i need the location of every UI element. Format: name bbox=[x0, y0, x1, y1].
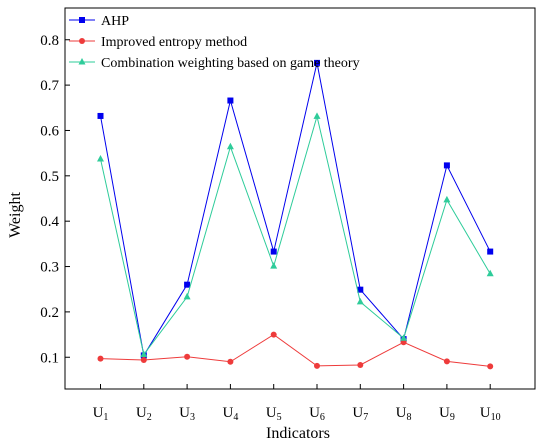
series-combination-weighting-based-on-game-theory bbox=[97, 112, 494, 358]
data-point bbox=[184, 281, 191, 288]
data-point bbox=[270, 248, 277, 255]
legend-item: Improved entropy method bbox=[69, 35, 247, 50]
x-axis: U1 U2 U3 U4 U5 U6 U7 U8 U9 U10 bbox=[93, 384, 501, 423]
x-tick-label: U3 bbox=[179, 405, 195, 423]
series-line bbox=[100, 333, 491, 367]
data-point bbox=[270, 331, 277, 338]
series-layer bbox=[97, 59, 494, 370]
legend-label: Improved entropy method bbox=[101, 35, 247, 50]
data-point bbox=[270, 262, 278, 269]
legend-swatch-marker bbox=[79, 17, 85, 23]
data-point bbox=[97, 155, 104, 162]
legend-label: AHP bbox=[101, 14, 129, 29]
data-point bbox=[486, 269, 494, 277]
y-tick-label: 0.8 bbox=[40, 33, 59, 49]
data-point bbox=[487, 363, 494, 370]
y-tick-label: 0.5 bbox=[40, 169, 59, 185]
data-point bbox=[97, 355, 104, 362]
series-improved-entropy-method bbox=[97, 331, 494, 370]
y-tick-label: 0.2 bbox=[40, 305, 59, 321]
y-axis-title: Weight bbox=[7, 192, 24, 238]
plot-frame bbox=[64, 7, 536, 390]
data-point bbox=[356, 297, 364, 305]
x-axis-title: Indicators bbox=[266, 425, 330, 442]
data-point bbox=[400, 334, 408, 341]
y-axis: 0.1 0.2 0.3 0.4 0.5 0.6 0.7 0.8 bbox=[40, 33, 70, 366]
legend-label: Combination weighting based on game theo… bbox=[101, 56, 360, 71]
data-point bbox=[357, 361, 364, 368]
data-point bbox=[314, 362, 320, 369]
data-point bbox=[443, 358, 450, 365]
legend: AHP Improved entropy method Combination we… bbox=[69, 14, 360, 71]
y-tick-label: 0.3 bbox=[40, 260, 59, 276]
series-line bbox=[100, 62, 491, 357]
x-tick-label: U8 bbox=[396, 405, 412, 423]
series-ahp bbox=[97, 59, 494, 359]
data-point bbox=[140, 356, 147, 363]
data-point bbox=[227, 358, 234, 365]
x-tick-label: U4 bbox=[222, 405, 238, 423]
x-tick-label: U9 bbox=[439, 405, 455, 423]
data-point bbox=[184, 353, 191, 360]
data-point bbox=[226, 142, 234, 150]
data-point bbox=[183, 292, 191, 300]
x-tick-label: U6 bbox=[309, 405, 325, 423]
series-line bbox=[100, 114, 491, 356]
y-tick-label: 0.1 bbox=[40, 350, 59, 366]
data-point bbox=[140, 350, 148, 358]
legend-item: Combination weighting based on game theo… bbox=[69, 56, 360, 71]
data-point bbox=[313, 112, 321, 119]
y-tick-label: 0.4 bbox=[40, 214, 59, 230]
x-tick-label: U10 bbox=[480, 405, 501, 423]
data-point bbox=[443, 162, 450, 169]
x-tick-label: U5 bbox=[266, 405, 282, 423]
data-point bbox=[227, 97, 234, 104]
x-tick-label: U2 bbox=[136, 405, 152, 423]
data-point bbox=[400, 339, 407, 346]
data-point bbox=[97, 112, 104, 119]
legend-swatch-marker bbox=[79, 38, 85, 44]
data-point bbox=[314, 59, 320, 66]
x-tick-label: U7 bbox=[352, 405, 368, 423]
y-tick-label: 0.6 bbox=[40, 123, 59, 139]
data-point bbox=[487, 248, 494, 255]
data-point bbox=[357, 286, 364, 293]
data-point bbox=[443, 195, 451, 203]
x-tick-label: U1 bbox=[93, 405, 109, 423]
legend-swatch-marker bbox=[78, 58, 86, 65]
y-tick-label: 0.7 bbox=[40, 78, 59, 94]
legend-item: AHP bbox=[69, 14, 129, 29]
